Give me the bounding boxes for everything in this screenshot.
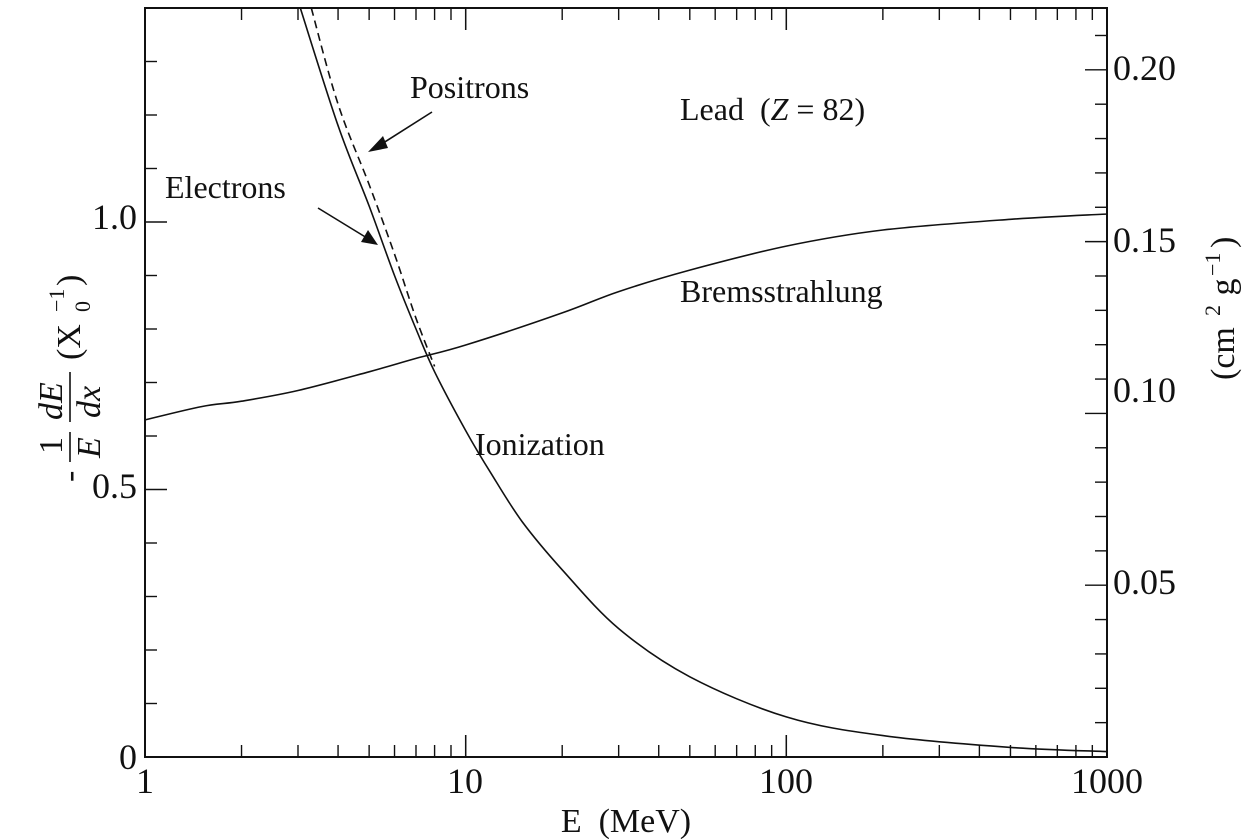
series-curves bbox=[144, 7, 1108, 753]
svg-text:(cm: (cm bbox=[1205, 327, 1242, 380]
annotation-title: Lead (Z = 82) bbox=[680, 91, 865, 127]
y-tick-label-0: 0 bbox=[119, 737, 137, 777]
svg-text:Lead (Z = 82): Lead (Z = 82) bbox=[680, 91, 865, 127]
y-tick-label-0.5: 0.5 bbox=[92, 466, 137, 506]
svg-text:g: g bbox=[1205, 279, 1242, 305]
annotation-ionization: Ionization bbox=[475, 426, 605, 462]
svg-text:−1: −1 bbox=[44, 289, 69, 312]
svg-text:−1: −1 bbox=[1200, 253, 1225, 276]
y2-tick-label-0.05: 0.05 bbox=[1113, 562, 1176, 602]
y2-tick-label-0.15: 0.15 bbox=[1113, 220, 1176, 260]
series-bremsstrahlung-line bbox=[144, 213, 1108, 421]
x-tick-label-1000: 1000 bbox=[1071, 761, 1143, 801]
svg-text:): ) bbox=[1205, 237, 1242, 248]
svg-text:-: - bbox=[51, 471, 88, 482]
x-tick-label-100: 100 bbox=[759, 761, 813, 801]
x-tick-label-1: 1 bbox=[136, 761, 154, 801]
svg-text:dE: dE bbox=[33, 382, 70, 420]
x-tick-label-10: 10 bbox=[447, 761, 483, 801]
positrons-arrow bbox=[368, 111, 433, 152]
y2-tick-label-0.10: 0.10 bbox=[1113, 370, 1176, 410]
svg-text:2: 2 bbox=[1200, 305, 1225, 316]
svg-text:(X: (X bbox=[51, 324, 88, 360]
x-axis-title: E (MeV) bbox=[561, 803, 691, 839]
svg-text:0: 0 bbox=[70, 301, 95, 312]
annotation-positrons: Positrons bbox=[410, 69, 529, 105]
plot-frame bbox=[144, 7, 1108, 758]
electrons-arrow bbox=[317, 207, 378, 245]
annotation-electrons: Electrons bbox=[165, 169, 286, 205]
svg-text:E: E bbox=[71, 437, 108, 459]
svg-text:): ) bbox=[51, 275, 88, 286]
y-axis-title: - 1 E dE dx (X 0 −1 ) bbox=[33, 275, 108, 482]
series-positrons-line bbox=[310, 7, 436, 367]
series-electrons-line bbox=[299, 7, 1108, 753]
y-tick-label-1.0: 1.0 bbox=[92, 197, 137, 237]
svg-text:1: 1 bbox=[33, 437, 70, 454]
axis-ticks bbox=[144, 7, 1108, 758]
y2-axis-title: (cm 2 g −1 ) bbox=[1200, 237, 1242, 380]
y2-tick-label-0.20: 0.20 bbox=[1113, 48, 1176, 88]
svg-text:dx: dx bbox=[71, 386, 108, 418]
annotation-bremsstrahlung: Bremsstrahlung bbox=[680, 273, 883, 309]
